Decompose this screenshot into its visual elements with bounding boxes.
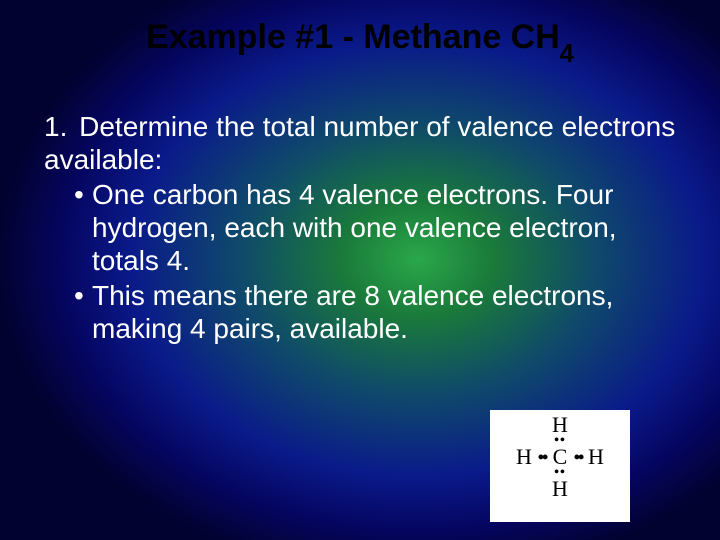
slide-body: 1. Determine the total number of valence…: [44, 110, 676, 347]
dots-left: ••: [534, 448, 550, 466]
slide: Example #1 - Methane CH4 1. Determine th…: [0, 0, 720, 540]
atom-left: H: [514, 446, 534, 468]
lewis-row-bottom: H: [496, 478, 624, 500]
atom-bottom: H: [550, 478, 570, 500]
atom-right: H: [586, 446, 606, 468]
step-1-marker: 1.: [44, 111, 67, 142]
bullet-1-text: One carbon has 4 valence electrons. Four…: [92, 178, 676, 277]
title-text: Example #1 - Methane CH: [146, 18, 560, 56]
bullet-2-text: This means there are 8 valence electrons…: [92, 279, 676, 345]
slide-title: Example #1 - Methane CH4: [0, 18, 720, 63]
dots-right: ••: [570, 448, 586, 466]
bullet-2: • This means there are 8 valence electro…: [74, 279, 676, 345]
bullet-1-glyph: •: [74, 178, 92, 277]
bullet-1: • One carbon has 4 valence electrons. Fo…: [74, 178, 676, 277]
step-1: 1. Determine the total number of valence…: [44, 110, 676, 176]
title-subscript: 4: [560, 40, 574, 68]
lewis-structure: H •• H •• C •• H •• H: [490, 410, 630, 522]
bullet-2-glyph: •: [74, 279, 92, 345]
step-1-text: Determine the total number of valence el…: [44, 111, 675, 175]
